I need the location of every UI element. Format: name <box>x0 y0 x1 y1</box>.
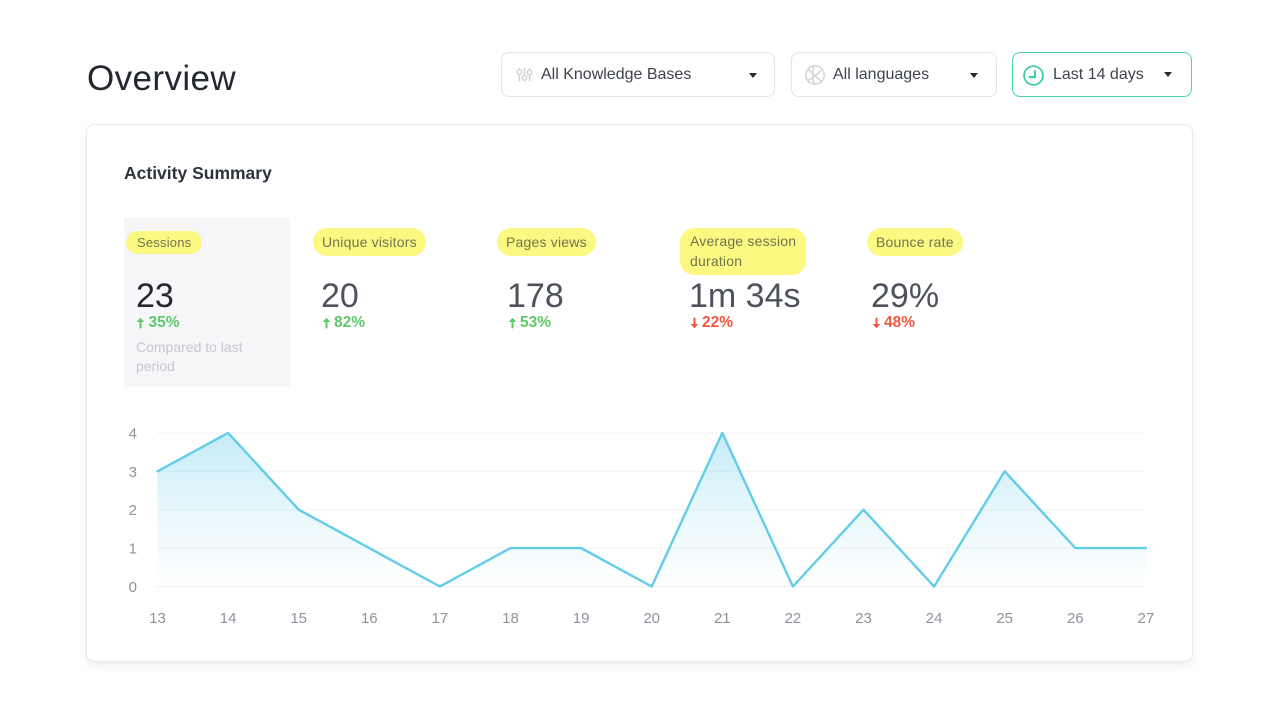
svg-text:4: 4 <box>129 425 137 442</box>
svg-text:20: 20 <box>643 610 660 627</box>
svg-text:23: 23 <box>855 610 872 627</box>
svg-text:0: 0 <box>129 579 137 596</box>
svg-text:21: 21 <box>714 610 731 627</box>
svg-text:16: 16 <box>361 610 378 627</box>
svg-text:26: 26 <box>1067 610 1084 627</box>
svg-text:25: 25 <box>996 610 1013 627</box>
svg-text:1: 1 <box>129 541 137 558</box>
svg-text:3: 3 <box>129 464 137 481</box>
svg-text:24: 24 <box>926 610 943 627</box>
svg-text:22: 22 <box>785 610 802 627</box>
svg-text:17: 17 <box>432 610 449 627</box>
svg-text:14: 14 <box>220 610 237 627</box>
svg-text:18: 18 <box>502 610 519 627</box>
svg-text:19: 19 <box>573 610 590 627</box>
svg-text:15: 15 <box>290 610 307 627</box>
svg-text:27: 27 <box>1138 610 1155 627</box>
svg-text:2: 2 <box>129 502 137 519</box>
svg-text:13: 13 <box>149 610 166 627</box>
